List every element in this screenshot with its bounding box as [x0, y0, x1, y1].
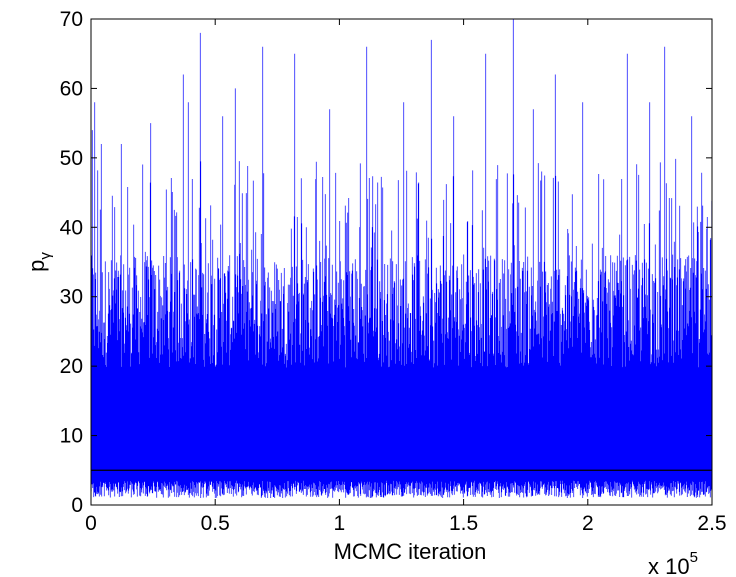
y-tick-labels: 0 10 20 30 40 50 60 70 — [60, 8, 83, 517]
x-tick-label: 1 — [334, 512, 346, 535]
x-tick-label: 2.5 — [697, 512, 726, 535]
x-tick-labels: 0 0.5 1 1.5 2 2.5 — [85, 512, 726, 535]
x-axis-multiplier: x 105 — [648, 549, 698, 577]
y-tick-label: 30 — [60, 286, 83, 309]
y-axis-label-subscript: γ — [37, 252, 54, 260]
x-tick-label: 2 — [582, 512, 594, 535]
y-tick-label: 20 — [60, 355, 83, 378]
y-axis-label-main: p — [24, 260, 49, 272]
tick-layer — [90, 18, 713, 506]
x-tick-label: 0 — [85, 512, 97, 535]
y-tick-label: 50 — [60, 147, 83, 170]
x-axis-multiplier-exponent: 5 — [690, 549, 698, 566]
x-axis-label: MCMC iteration — [334, 539, 487, 564]
x-tick-label: 0.5 — [201, 512, 230, 535]
x-axis-multiplier-base: x 10 — [648, 554, 690, 577]
plot-frame — [90, 18, 713, 506]
y-tick-label: 60 — [60, 77, 83, 100]
y-tick-label: 0 — [71, 494, 83, 517]
y-axis-label: pγ — [24, 252, 54, 272]
x-tick-label: 1.5 — [449, 512, 478, 535]
y-tick-label: 70 — [60, 8, 83, 31]
y-tick-label: 40 — [60, 216, 83, 239]
y-tick-label: 10 — [60, 425, 83, 448]
